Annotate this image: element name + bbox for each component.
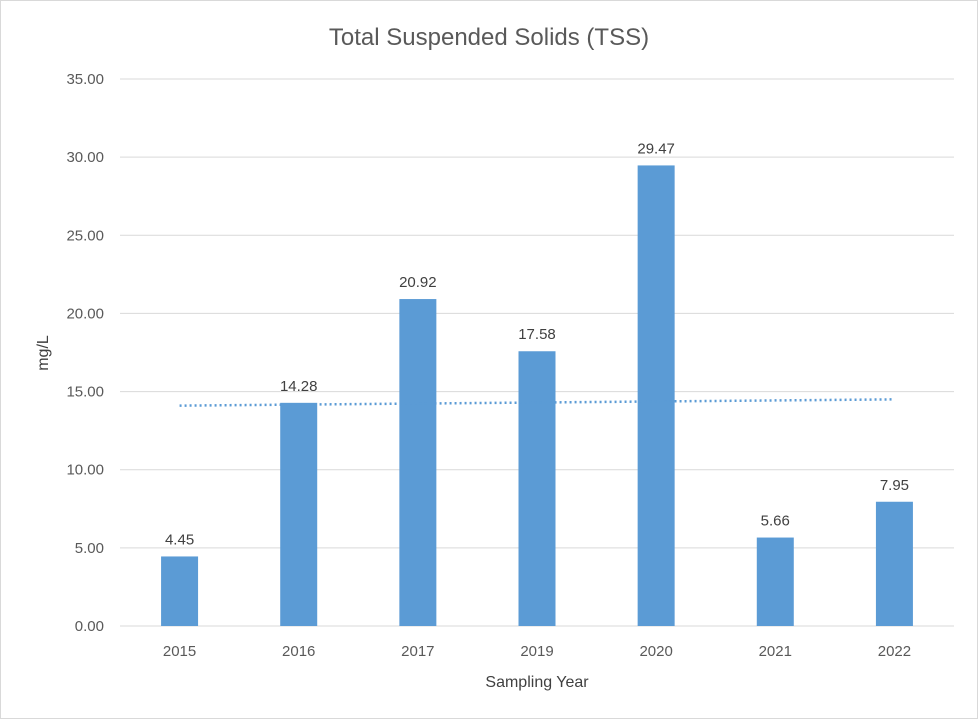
y-tick-label: 10.00: [66, 462, 104, 479]
y-tick-label: 15.00: [66, 384, 104, 401]
trendline: [179, 398, 895, 407]
x-tick-label-2015: 2015: [163, 643, 196, 660]
data-label-2020: 29.47: [637, 140, 675, 157]
x-tick-label-2022: 2022: [878, 643, 911, 660]
y-tick-label: 20.00: [66, 305, 104, 322]
x-axis-ticks: 2015 2016 2017 2019 2020 2021 2022: [163, 643, 911, 660]
y-tick-label: 35.00: [66, 71, 104, 88]
bars: [161, 165, 913, 626]
x-tick-label-2020: 2020: [639, 643, 672, 660]
trendline-group: [179, 398, 895, 407]
data-labels: 4.45 14.28 20.92 17.58 29.47 5.66 7.95: [165, 140, 909, 548]
x-tick-label-2017: 2017: [401, 643, 434, 660]
x-axis-title: Sampling Year: [485, 674, 589, 691]
y-tick-label: 5.00: [75, 540, 104, 557]
data-label-2021: 5.66: [761, 513, 790, 530]
data-label-2019: 17.58: [518, 326, 556, 343]
y-axis-title: mg/L: [35, 335, 52, 371]
bar-2021: [756, 537, 794, 626]
bar-2017: [399, 299, 437, 626]
data-label-2016: 14.28: [280, 378, 318, 395]
y-axis-ticks: 0.00 5.00 10.00 15.00 20.00 25.00 30.00 35.00: [66, 71, 104, 635]
bar-2022: [875, 501, 913, 626]
bar-2015: [161, 556, 199, 626]
x-tick-label-2016: 2016: [282, 643, 315, 660]
y-tick-label: 0.00: [75, 618, 104, 635]
x-tick-label-2021: 2021: [759, 643, 792, 660]
data-label-2015: 4.45: [165, 531, 194, 548]
chart-title: Total Suspended Solids (TSS): [329, 24, 649, 51]
bar-2016: [280, 402, 318, 626]
bar-2019: [518, 351, 556, 626]
data-label-2017: 20.92: [399, 274, 437, 291]
y-tick-label: 30.00: [66, 149, 104, 166]
data-label-2022: 7.95: [880, 477, 909, 494]
y-tick-label: 25.00: [66, 227, 104, 244]
bar-2020: [637, 165, 675, 626]
x-tick-label-2019: 2019: [520, 643, 553, 660]
